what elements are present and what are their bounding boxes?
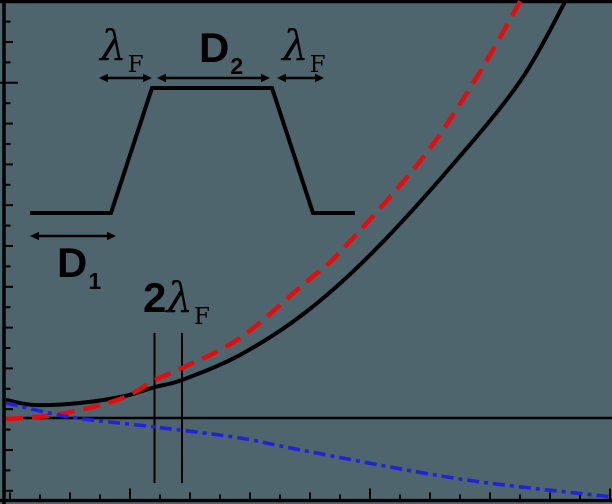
inset-dimension-arrows [30, 73, 324, 241]
lambda-subscript-f: F [127, 52, 144, 78]
d-symbol: D [199, 24, 230, 71]
label-d2: D2 [199, 24, 243, 78]
d-subscript-1: 1 [88, 268, 102, 294]
d2-extent-arrow [157, 73, 270, 83]
lambda-symbol: λ [166, 273, 193, 322]
two-lambda-marker-lines [153, 333, 183, 483]
lambda-symbol: λ [282, 21, 309, 70]
lambda-f-right-extent-arrow [277, 73, 324, 83]
label-lambda-f-right: λF [282, 25, 326, 77]
two-prefix: 2 [143, 274, 167, 321]
d1-extent-arrow [30, 231, 116, 241]
lambda-subscript-f: F [193, 304, 210, 330]
lambda-subscript-f: F [309, 52, 326, 78]
inset-barrier-profile [30, 86, 355, 215]
black-solid-curve [5, 0, 568, 408]
d-subscript-2: 2 [230, 53, 244, 79]
blue-dash-dot-curve [5, 401, 612, 499]
label-two-lambda-f: 2λF [143, 274, 210, 329]
label-d1: D1 [57, 239, 101, 293]
red-dashed-curve [5, 0, 523, 422]
bottom-axis-ticks [9, 488, 611, 501]
data-curves [5, 0, 612, 499]
left-axis-ticks [0, 20, 18, 492]
lambda-f-left-extent-arrow [99, 73, 152, 83]
lambda-symbol: λ [100, 21, 127, 70]
label-lambda-f-left: λF [100, 25, 144, 77]
d-symbol: D [57, 239, 88, 286]
